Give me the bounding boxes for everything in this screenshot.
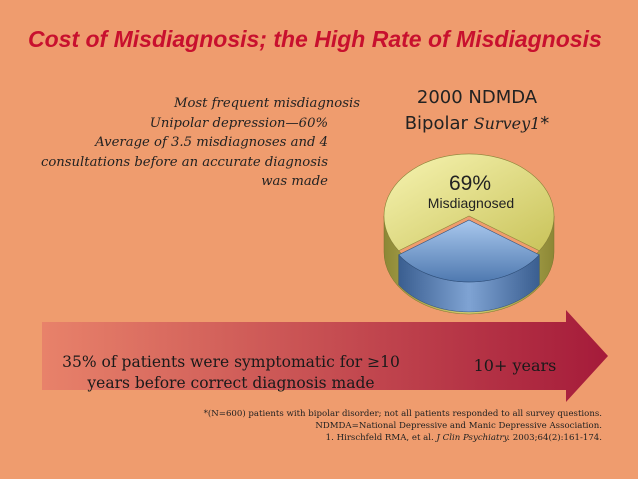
survey-line-2: Bipolar Survey1* <box>392 111 562 137</box>
survey-prefix: Bipolar <box>404 113 474 134</box>
pie-percent-label: 69% <box>448 172 492 195</box>
survey-line-1: 2000 NDMDA <box>416 87 538 108</box>
note-line: Unipolar depression—60% <box>149 115 328 131</box>
pie-slice-correct <box>398 219 540 283</box>
timeline-arrow <box>42 310 608 402</box>
footnote-3-journal: J Clin Psychiatry. <box>436 433 511 443</box>
note-line: Average of 3.5 misdiagnoses and 4 <box>95 135 328 150</box>
arrow-shape <box>42 310 608 402</box>
footnote-1: *(N=600) patients with bipolar disorder;… <box>203 409 602 419</box>
pie-slice-misdiagnosed <box>383 153 555 252</box>
survey-heading: 2000 NDMDA Bipolar Survey1* <box>392 85 562 137</box>
note-line: Most frequent misdiagnosis <box>173 96 360 111</box>
arrow-years-label: 10+ years <box>473 356 557 375</box>
arrow-statement: 35% of patients were symptomatic for ≥10… <box>56 352 406 394</box>
note-line: consultations before an accurate diagnos… <box>40 154 328 170</box>
footnote-3-prefix: 1. Hirschfeld RMA, et al. <box>325 433 437 443</box>
misdiagnosis-pie-chart <box>383 153 555 315</box>
note-line: was made <box>261 174 328 189</box>
footnote-3-suffix: 2003;64(2):161-174. <box>510 433 602 443</box>
footnote-2: NDMDA=National Depressive and Manic Depr… <box>315 421 602 431</box>
footnote-3: 1. Hirschfeld RMA, et al. J Clin Psychia… <box>102 432 602 444</box>
survey-suffix: * <box>540 113 550 134</box>
slide-title: Cost of Misdiagnosis; the High Rate of M… <box>28 26 602 52</box>
arrow-statement-line-1: 35% of patients were symptomatic for ≥10 <box>62 353 400 371</box>
pie-slice-label: Misdiagnosed <box>427 195 515 211</box>
survey-italic: Survey1 <box>473 114 541 133</box>
arrow-statement-line-2: years before correct diagnosis made <box>87 374 375 392</box>
pie-slice-correct-group <box>398 219 540 313</box>
misdiagnosis-notes: Most frequent misdiagnosis Unipolar depr… <box>30 94 360 192</box>
footnotes: *(N=600) patients with bipolar disorder;… <box>102 408 602 444</box>
